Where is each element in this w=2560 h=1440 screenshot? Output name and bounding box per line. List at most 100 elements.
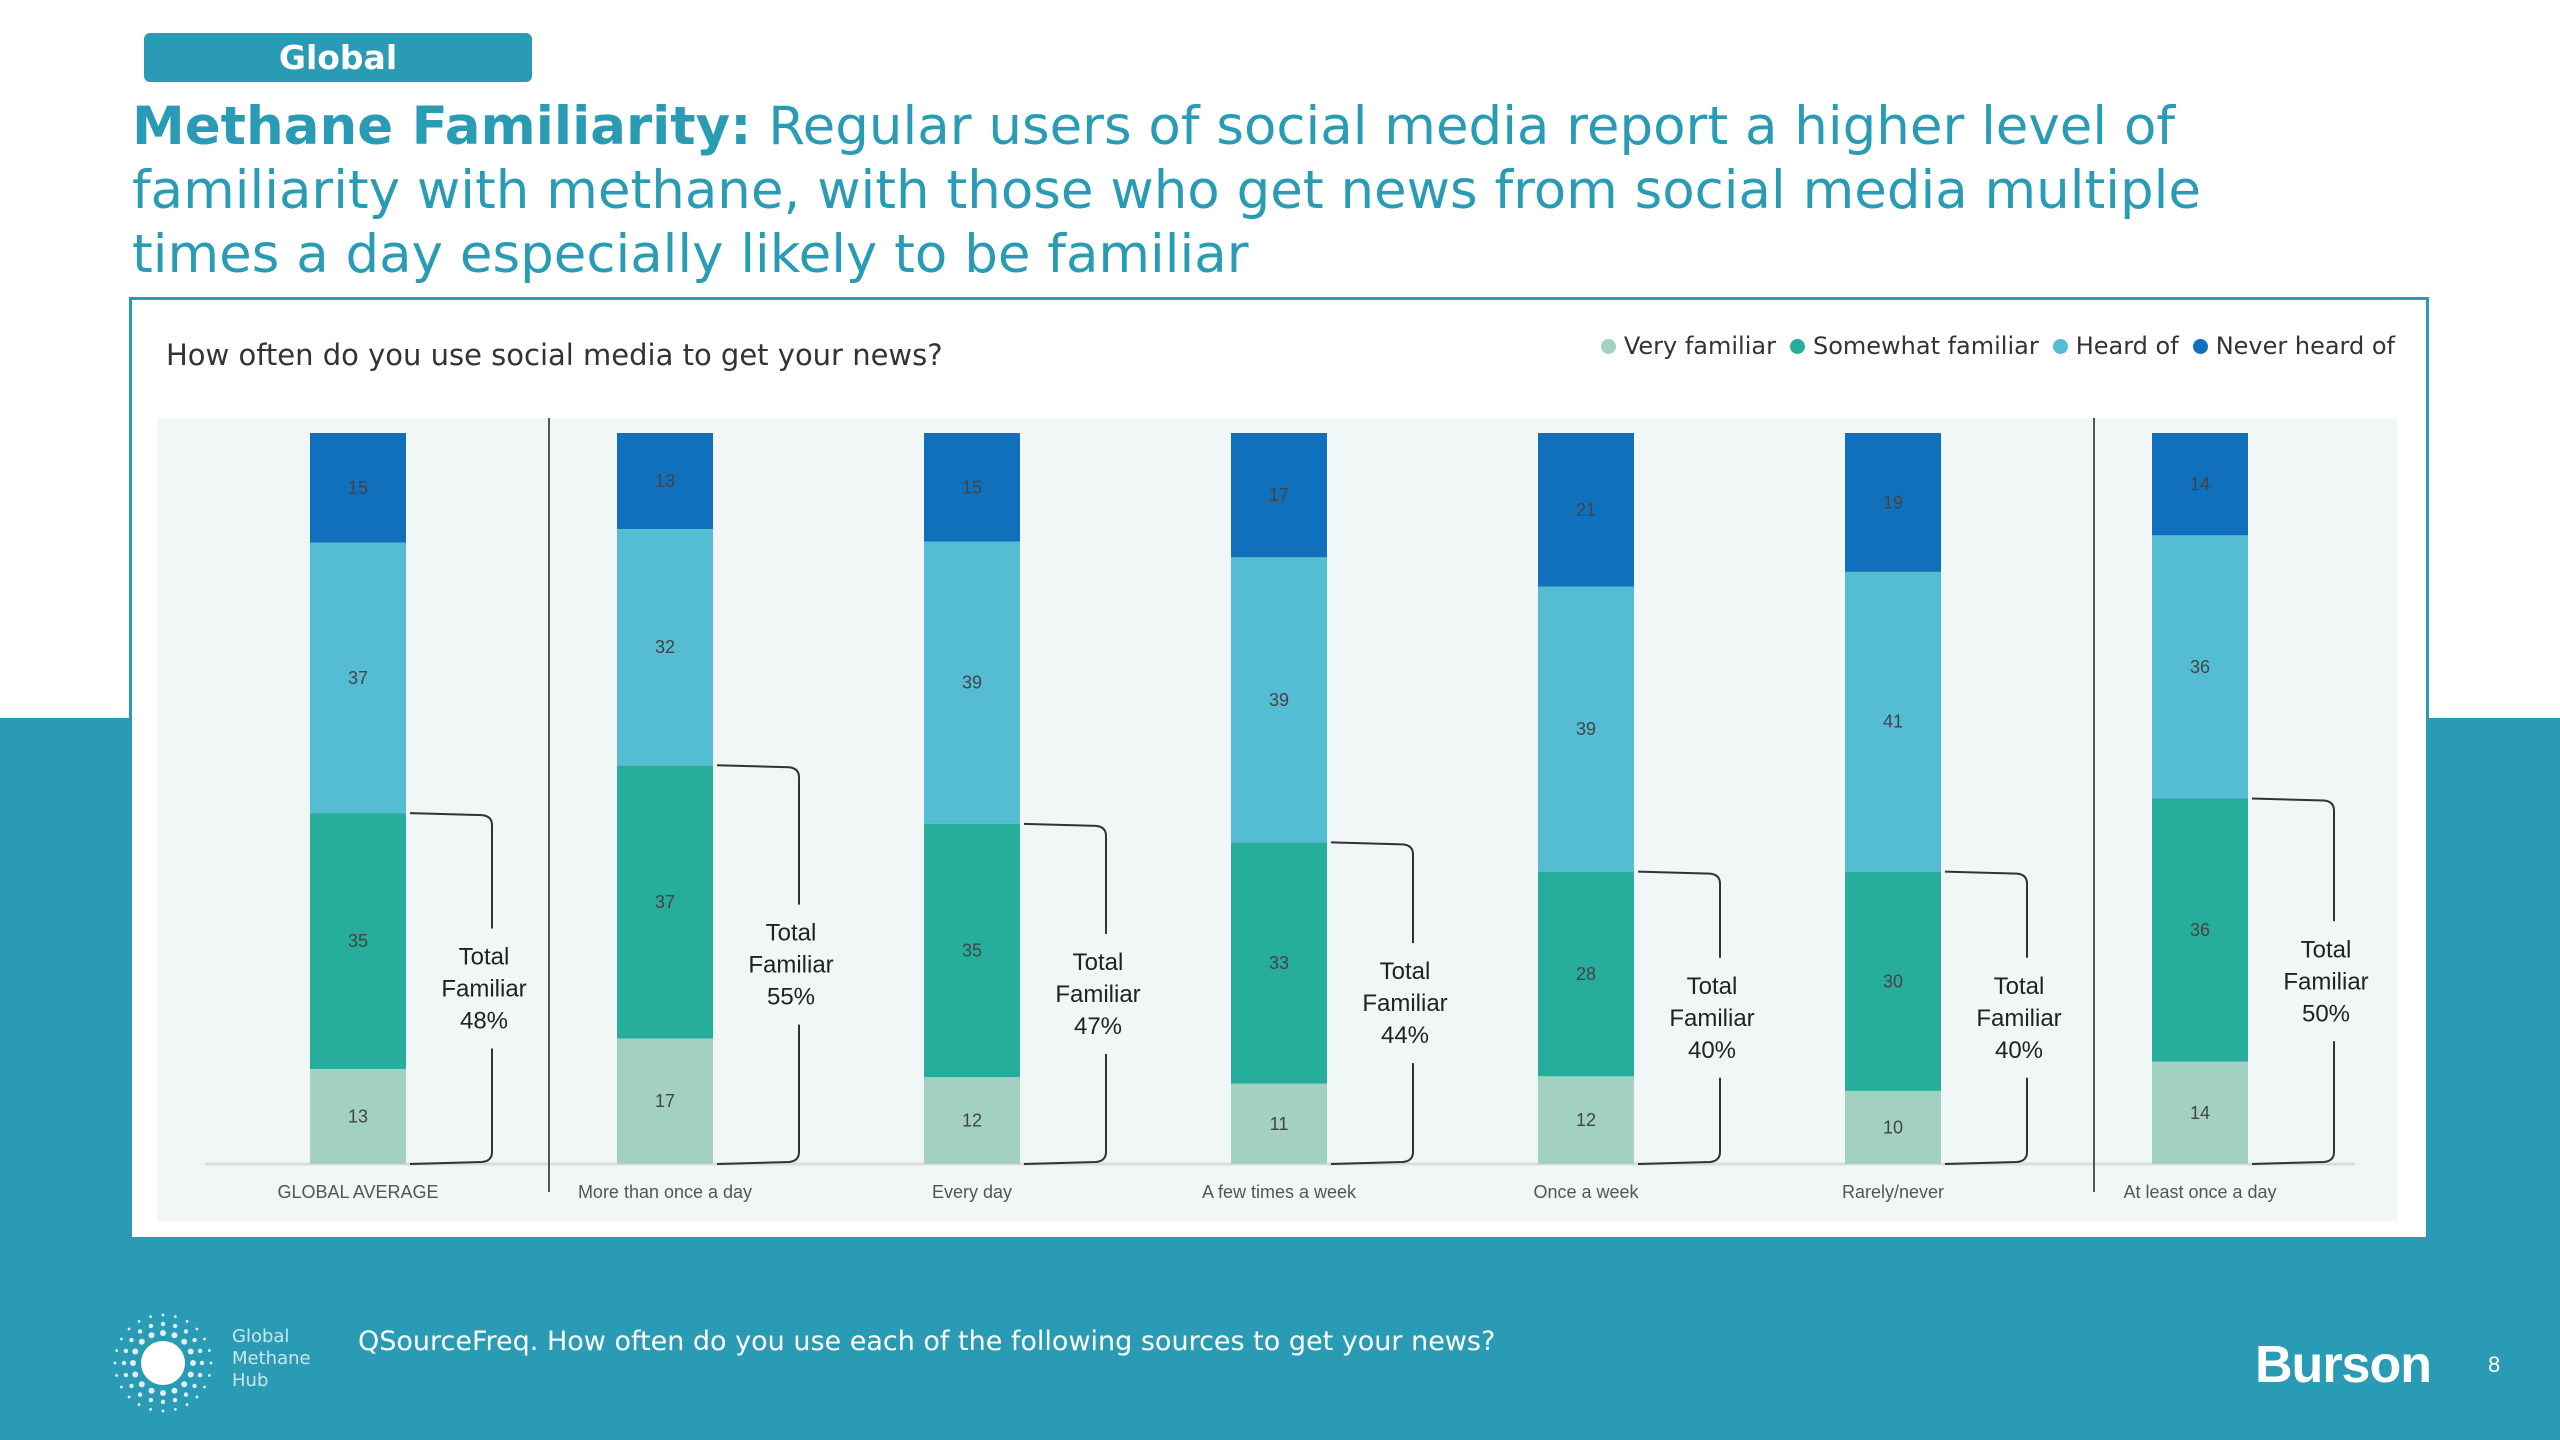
total-familiar-label: Total bbox=[1073, 949, 1124, 976]
total-familiar-label: Total bbox=[1994, 973, 2045, 1000]
total-familiar-value: 50% bbox=[2302, 1000, 2350, 1027]
data-label: 14 bbox=[2190, 474, 2210, 494]
total-familiar-value: 44% bbox=[1381, 1022, 1429, 1049]
data-label: 37 bbox=[348, 668, 368, 688]
bracket-bottom bbox=[1944, 1077, 2028, 1165]
bar-segment-somewhat-familiar bbox=[924, 823, 1020, 1078]
bar-segment-somewhat-familiar bbox=[1231, 842, 1327, 1084]
category-label: At least once a day bbox=[2123, 1182, 2276, 1202]
bar-segment-very-familiar bbox=[924, 1077, 1020, 1164]
bar-segment-heard-of bbox=[1231, 557, 1327, 843]
category-label: GLOBAL AVERAGE bbox=[277, 1182, 438, 1202]
total-familiar-label: Familiar bbox=[1055, 981, 1140, 1008]
bracket-top bbox=[1330, 841, 1414, 944]
total-familiar-label: Familiar bbox=[1976, 1005, 2061, 1032]
data-label: 39 bbox=[962, 673, 982, 693]
data-label: 36 bbox=[2190, 657, 2210, 677]
data-label: 14 bbox=[2190, 1103, 2210, 1123]
region-label: Global bbox=[278, 38, 398, 77]
bar-segment-very-familiar bbox=[617, 1038, 713, 1164]
bracket-bottom bbox=[1023, 1053, 1107, 1165]
total-familiar-label: Familiar bbox=[2283, 968, 2368, 995]
data-label: 39 bbox=[1576, 719, 1596, 739]
bar-segment-very-familiar bbox=[310, 1068, 406, 1164]
bar-segment-very-familiar bbox=[2152, 1061, 2248, 1164]
bar-segment-heard-of bbox=[310, 542, 406, 814]
total-familiar-label: Familiar bbox=[1669, 1005, 1754, 1032]
bar-segment-very-familiar bbox=[1231, 1083, 1327, 1164]
legend-item-never-heard-of: Never heard of bbox=[2192, 332, 2395, 360]
bar-segment-heard-of bbox=[1538, 586, 1634, 872]
legend-label: Very familiar bbox=[1623, 332, 1776, 360]
page-title: Methane Familiarity: Regular users of so… bbox=[132, 95, 2332, 287]
data-label: 10 bbox=[1883, 1117, 1903, 1137]
data-label: 19 bbox=[1883, 492, 1903, 512]
total-familiar-value: 40% bbox=[1688, 1037, 1736, 1064]
data-label: 30 bbox=[1883, 971, 1903, 991]
legend-item-heard-of: Heard of bbox=[2052, 332, 2179, 360]
footnote-question: QSourceFreq. How often do you use each o… bbox=[358, 1326, 1496, 1357]
data-label: 12 bbox=[1576, 1110, 1596, 1130]
data-label: 21 bbox=[1576, 500, 1596, 520]
bar-segment-somewhat-familiar bbox=[2152, 798, 2248, 1062]
legend-dot-icon bbox=[2052, 338, 2068, 354]
total-familiar-value: 55% bbox=[767, 984, 815, 1011]
total-familiar-value: 40% bbox=[1995, 1037, 2043, 1064]
data-label: 33 bbox=[1269, 953, 1289, 973]
legend-label: Somewhat familiar bbox=[1812, 332, 2039, 360]
data-label: 32 bbox=[655, 637, 675, 657]
total-familiar-label: Familiar bbox=[441, 976, 526, 1003]
title-text: Regular users of social media report a h… bbox=[132, 96, 2201, 285]
logo-text: Global Methane Hub bbox=[232, 1326, 311, 1391]
data-label: 28 bbox=[1576, 964, 1596, 984]
data-label: 17 bbox=[655, 1091, 675, 1111]
total-familiar-label: Familiar bbox=[1362, 990, 1447, 1017]
bar-segment-never-heard-of bbox=[924, 433, 1020, 542]
bracket-bottom bbox=[1637, 1077, 1721, 1165]
total-familiar-label: Total bbox=[1687, 973, 1738, 1000]
category-label: More than once a day bbox=[578, 1182, 752, 1202]
data-label: 36 bbox=[2190, 920, 2210, 940]
bar-segment-never-heard-of bbox=[2152, 433, 2248, 536]
title-bold: Methane Familiarity: bbox=[132, 96, 752, 157]
data-label: 37 bbox=[655, 892, 675, 912]
bar-segment-somewhat-familiar bbox=[1538, 871, 1634, 1077]
chart-legend: Very familiar Somewhat familiar Heard of… bbox=[1600, 332, 2395, 360]
bar-segment-very-familiar bbox=[1538, 1076, 1634, 1164]
legend-dot-icon bbox=[1600, 338, 1616, 354]
legend-label: Heard of bbox=[2075, 332, 2179, 360]
bracket-top bbox=[2251, 797, 2335, 922]
bar-segment-heard-of bbox=[617, 528, 713, 766]
data-label: 15 bbox=[962, 477, 982, 497]
bar-segment-somewhat-familiar bbox=[1845, 871, 1941, 1091]
bar-segment-somewhat-familiar bbox=[617, 765, 713, 1039]
bracket-bottom bbox=[409, 1048, 493, 1165]
total-familiar-label: Total bbox=[1380, 958, 1431, 985]
bracket-bottom bbox=[716, 1024, 800, 1165]
data-label: 35 bbox=[962, 940, 982, 960]
brand-logo: Burson bbox=[2255, 1336, 2432, 1394]
category-label: A few times a week bbox=[1202, 1182, 1357, 1202]
bar-segment-never-heard-of bbox=[617, 433, 713, 529]
data-label: 13 bbox=[348, 1106, 368, 1126]
legend-dot-icon bbox=[2192, 338, 2208, 354]
bracket-bottom bbox=[1330, 1063, 1414, 1165]
data-label: 41 bbox=[1883, 712, 1903, 732]
global-methane-hub-logo-icon bbox=[113, 1313, 213, 1413]
data-label: 13 bbox=[655, 471, 675, 491]
total-familiar-label: Total bbox=[2301, 936, 2352, 963]
bar-segment-heard-of bbox=[1845, 571, 1941, 872]
bracket-top bbox=[1944, 870, 2028, 958]
category-label: Rarely/never bbox=[1842, 1182, 1944, 1202]
data-label: 17 bbox=[1269, 485, 1289, 505]
bracket-top bbox=[1023, 822, 1107, 934]
page-number: 8 bbox=[2488, 1352, 2501, 1377]
total-familiar-label: Total bbox=[766, 920, 817, 947]
bracket-bottom bbox=[2251, 1041, 2335, 1165]
legend-dot-icon bbox=[1789, 338, 1805, 354]
data-label: 35 bbox=[348, 931, 368, 951]
data-label: 39 bbox=[1269, 690, 1289, 710]
legend-item-very-familiar: Very familiar bbox=[1600, 332, 1776, 360]
bar-segment-very-familiar bbox=[1845, 1090, 1941, 1164]
